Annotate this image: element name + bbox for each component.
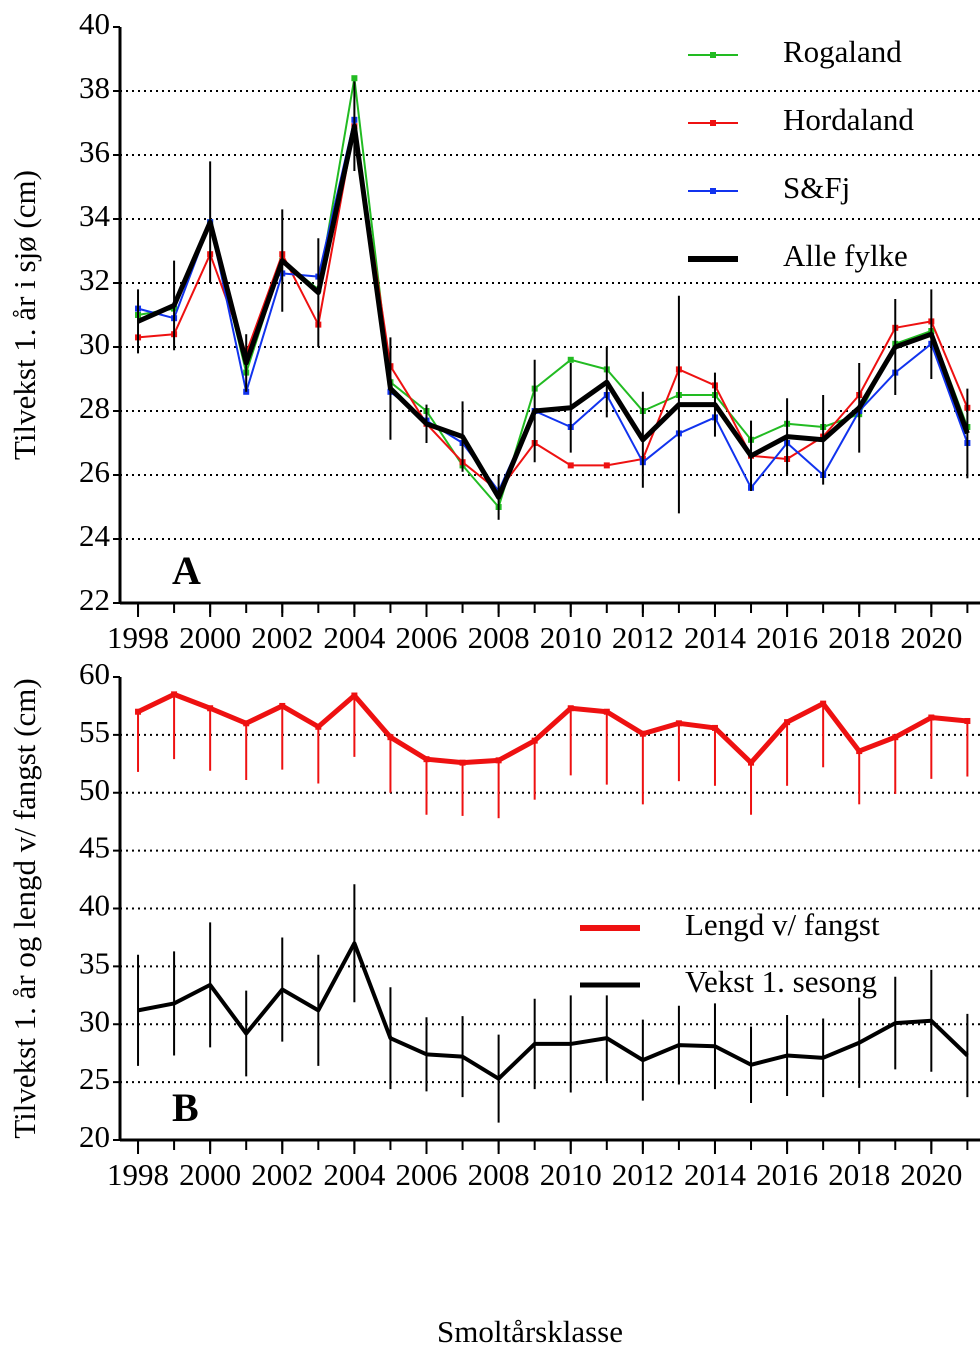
y-tick-label: 40	[79, 888, 110, 923]
marker	[784, 719, 791, 726]
marker	[207, 705, 214, 712]
x-tick-label: 2018	[828, 620, 890, 655]
y-tick-label: 45	[79, 830, 110, 865]
marker	[892, 734, 899, 741]
x-tick-label: 2020	[900, 620, 962, 655]
legend-label: Hordaland	[783, 102, 914, 137]
series-line	[137, 123, 970, 500]
legend-marker	[710, 120, 716, 126]
x-axis-label: Smoltårsklasse	[437, 1314, 623, 1349]
x-tick-label: 1998	[107, 1157, 169, 1192]
marker	[531, 737, 538, 744]
y-tick-label: 20	[79, 1119, 110, 1154]
legend-label: Rogaland	[783, 34, 902, 69]
y-tick-label: 40	[79, 6, 110, 41]
x-tick-label: 2004	[323, 1157, 386, 1192]
y-tick-label: 22	[79, 582, 110, 617]
series-line	[137, 77, 969, 508]
x-tick-label: 2004	[323, 620, 386, 655]
x-tick-label: 2006	[395, 1157, 457, 1192]
marker	[567, 356, 574, 363]
marker	[351, 692, 358, 699]
y-tick-label: 30	[79, 1003, 110, 1038]
y-tick-label: 24	[79, 518, 111, 553]
marker	[711, 724, 718, 731]
legend-marker	[607, 925, 613, 931]
y-tick-label: 38	[79, 70, 110, 105]
marker	[856, 748, 863, 755]
legend-marker	[710, 52, 716, 58]
y-tick-label: 55	[79, 714, 110, 749]
marker	[964, 717, 971, 724]
x-tick-label: 2018	[828, 1157, 890, 1192]
marker	[387, 734, 394, 741]
marker	[459, 759, 466, 766]
marker	[567, 462, 574, 469]
marker	[603, 462, 610, 469]
marker	[495, 757, 502, 764]
x-tick-label: 2016	[756, 1157, 818, 1192]
y-axis-label: Tilvekst 1. år i sjø (cm)	[7, 170, 42, 460]
x-tick-label: 2014	[684, 1157, 747, 1192]
y-tick-label: 36	[79, 134, 110, 169]
legend-label: Lengd v/ fangst	[685, 907, 880, 942]
x-tick-label: 2002	[251, 1157, 313, 1192]
series-line	[136, 691, 968, 766]
panel-label: B	[172, 1085, 199, 1130]
x-tick-label: 2000	[179, 620, 241, 655]
x-tick-label: 2012	[612, 620, 674, 655]
legend-label: Alle fylke	[783, 238, 908, 273]
legend-marker	[710, 188, 716, 194]
y-axis-label: Tilvekst 1. år og lengd v/ fangst (cm)	[7, 678, 42, 1138]
x-tick-label: 2010	[540, 620, 602, 655]
panel-label: A	[172, 548, 201, 593]
marker	[171, 691, 178, 698]
marker	[928, 714, 935, 721]
x-tick-label: 2014	[684, 620, 747, 655]
y-tick-label: 30	[79, 326, 110, 361]
x-tick-label: 2020	[900, 1157, 962, 1192]
y-tick-label: 28	[79, 390, 110, 425]
marker	[675, 720, 682, 727]
x-tick-label: 2002	[251, 620, 313, 655]
marker	[351, 75, 358, 82]
y-tick-label: 26	[79, 454, 110, 489]
y-tick-label: 35	[79, 945, 110, 980]
x-tick-label: 2008	[468, 1157, 530, 1192]
y-tick-label: 25	[79, 1061, 110, 1096]
x-tick-label: 2008	[468, 620, 530, 655]
marker	[748, 759, 755, 766]
marker	[639, 730, 646, 737]
marker	[423, 756, 430, 763]
y-tick-label: 50	[79, 772, 110, 807]
x-tick-label: 2006	[395, 620, 457, 655]
marker	[567, 705, 574, 712]
x-tick-label: 1998	[107, 620, 169, 655]
marker	[135, 708, 142, 715]
x-tick-label: 2010	[540, 1157, 602, 1192]
marker	[603, 708, 610, 715]
y-tick-label: 60	[79, 656, 110, 691]
x-tick-label: 2012	[612, 1157, 674, 1192]
x-tick-label: 2016	[756, 620, 818, 655]
marker	[315, 723, 322, 730]
legend-label: Vekst 1. sesong	[685, 964, 877, 999]
marker	[243, 720, 250, 727]
series-line	[137, 118, 969, 492]
series-line	[137, 941, 969, 1081]
y-tick-label: 32	[79, 262, 110, 297]
x-tick-label: 2000	[179, 1157, 241, 1192]
legend-label: S&Fj	[783, 170, 850, 205]
y-tick-label: 34	[79, 198, 111, 233]
marker	[279, 702, 286, 709]
marker	[820, 700, 827, 707]
